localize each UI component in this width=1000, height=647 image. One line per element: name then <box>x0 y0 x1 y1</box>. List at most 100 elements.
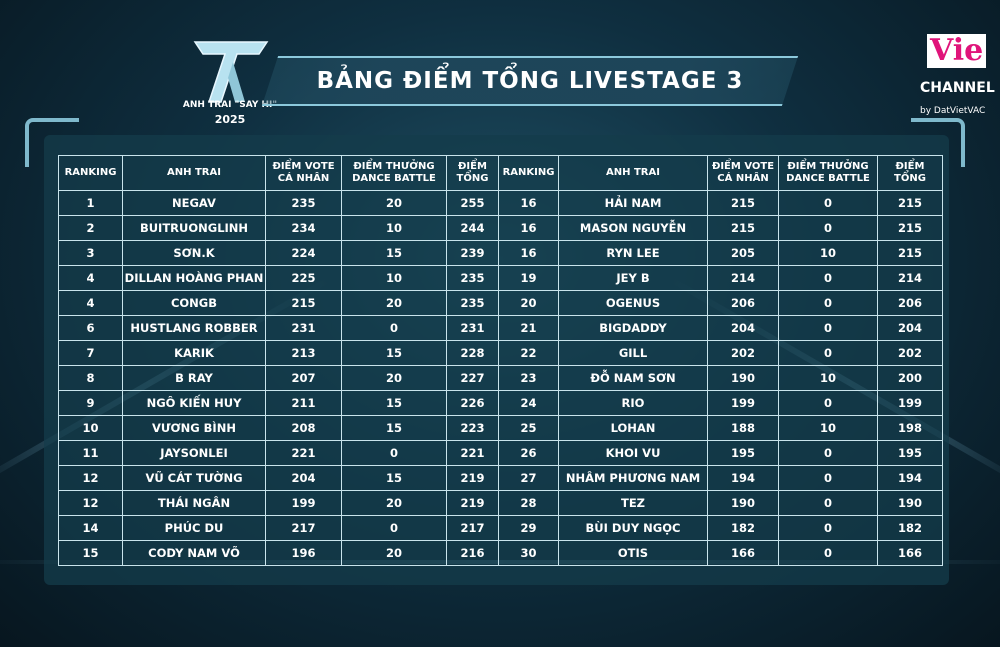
cell: 0 <box>778 465 878 491</box>
header-line: ĐIỂM <box>458 161 487 172</box>
cell: 166 <box>707 540 779 566</box>
cell: 228 <box>446 340 499 366</box>
cell: 20 <box>341 490 447 516</box>
cell: 199 <box>707 390 779 416</box>
cell: 0 <box>341 515 447 541</box>
header-line: TỔNG <box>894 173 926 184</box>
cell: 200 <box>877 365 943 391</box>
header-line: ĐIỂM THƯỞNG <box>787 161 869 172</box>
cell: 215 <box>877 190 943 216</box>
cell: 16 <box>498 215 559 241</box>
cell: BÙI DUY NGỌC <box>558 515 708 541</box>
cell: 0 <box>778 265 878 291</box>
cell: PHÚC DU <box>122 515 266 541</box>
cell: 1 <box>58 190 123 216</box>
cell: 198 <box>877 415 943 441</box>
cell: 10 <box>341 265 447 291</box>
cell: 217 <box>446 515 499 541</box>
cell: 9 <box>58 390 123 416</box>
table-row: 1 NEGAV 235 20 255 16 HẢI NAM 215 0 215 <box>58 190 943 216</box>
cell: GILL <box>558 340 708 366</box>
table-row: 7 KARIK 213 15 228 22 GILL 202 0 202 <box>58 340 943 366</box>
cell: ĐỖ NAM SƠN <box>558 365 708 391</box>
cell: 235 <box>446 265 499 291</box>
cell: 223 <box>446 415 499 441</box>
cell: 15 <box>341 465 447 491</box>
cell: VƯƠNG BÌNH <box>122 415 266 441</box>
cell: 194 <box>707 465 779 491</box>
cell: 20 <box>498 290 559 316</box>
cell: BIGDADDY <box>558 315 708 341</box>
cell: 12 <box>58 490 123 516</box>
cell: 188 <box>707 415 779 441</box>
cell: 0 <box>778 315 878 341</box>
channel-logo: Vie <box>927 34 987 68</box>
cell: 199 <box>265 490 342 516</box>
cell: 28 <box>498 490 559 516</box>
channel-name: CHANNEL <box>920 80 995 96</box>
cell: 0 <box>341 440 447 466</box>
header-line: ĐIỂM VOTE <box>711 161 775 172</box>
table-row: 2 BUITRUONGLINH 234 10 244 16 MASON NGUYỄN 215 0… <box>58 215 943 241</box>
cell: 234 <box>265 215 342 241</box>
cell: CONGB <box>122 290 266 316</box>
cell: 190 <box>877 490 943 516</box>
cell: 21 <box>498 315 559 341</box>
table-row: 12 THÁI NGÂN 199 20 219 28 TEZ 190 0 190 <box>58 490 943 516</box>
column-header: RANKING <box>58 155 123 191</box>
cell: 199 <box>877 390 943 416</box>
cell: 25 <box>498 415 559 441</box>
cell: 224 <box>265 240 342 266</box>
table-row: 12 VŨ CÁT TƯỜNG 204 15 219 27 NHÂM PHƯƠNG NAM 1… <box>58 465 943 491</box>
table-row: 11 JAYSONLEI 221 0 221 26 KHOI VU 195 0 195 <box>58 440 943 466</box>
cell: B RAY <box>122 365 266 391</box>
title: BẢNG ĐIỂM TỔNG LIVESTAGE 3 <box>316 68 744 94</box>
logo-year: 2025 <box>214 113 246 126</box>
cell: 215 <box>877 215 943 241</box>
header-line: CÁ NHÂN <box>717 173 769 184</box>
cell: DILLAN HOÀNG PHAN <box>122 265 266 291</box>
cell: TEZ <box>558 490 708 516</box>
cell: 202 <box>877 340 943 366</box>
cell: 255 <box>446 190 499 216</box>
cell: 8 <box>58 365 123 391</box>
cell: 22 <box>498 340 559 366</box>
header-line: ĐIỂM THƯỞNG <box>353 161 435 172</box>
cell: 214 <box>707 265 779 291</box>
column-header: RANKING <box>498 155 559 191</box>
cell: 15 <box>341 340 447 366</box>
cell: 204 <box>707 315 779 341</box>
score-table: RANKING ANH TRAI ĐIỂM VOTE CÁ NHÂN ĐIỂM THƯỞ… <box>58 155 943 566</box>
table-row: 6 HUSTLANG ROBBER 231 0 231 21 BIGDADDY 204 0 204 <box>58 315 943 341</box>
cell: 20 <box>341 365 447 391</box>
cell: 30 <box>498 540 559 566</box>
cell: 219 <box>446 490 499 516</box>
cell: 20 <box>341 290 447 316</box>
cell: 29 <box>498 515 559 541</box>
cell: 226 <box>446 390 499 416</box>
header-line: RANKING <box>64 167 117 178</box>
cell: HUSTLANG ROBBER <box>122 315 266 341</box>
cell: 204 <box>877 315 943 341</box>
cell: 244 <box>446 215 499 241</box>
channel-owner: by DatVietVAC <box>920 106 986 116</box>
cell: NHÂM PHƯƠNG NAM <box>558 465 708 491</box>
cell: 0 <box>778 190 878 216</box>
cell: 4 <box>58 265 123 291</box>
cell: 166 <box>877 540 943 566</box>
cell: 190 <box>707 490 779 516</box>
cell: 15 <box>58 540 123 566</box>
cell: 10 <box>778 365 878 391</box>
cell: THÁI NGÂN <box>122 490 266 516</box>
cell: BUITRUONGLINH <box>122 215 266 241</box>
table-row: 9 NGÔ KIẾN HUY 211 15 226 24 RIO 199 0 199 <box>58 390 943 416</box>
cell: NEGAV <box>122 190 266 216</box>
cell: 7 <box>58 340 123 366</box>
cell: 19 <box>498 265 559 291</box>
cell: 195 <box>707 440 779 466</box>
table-row: 14 PHÚC DU 217 0 217 29 BÙI DUY NGỌC 182 0 182 <box>58 515 943 541</box>
cell: 217 <box>265 515 342 541</box>
cell: 0 <box>778 515 878 541</box>
